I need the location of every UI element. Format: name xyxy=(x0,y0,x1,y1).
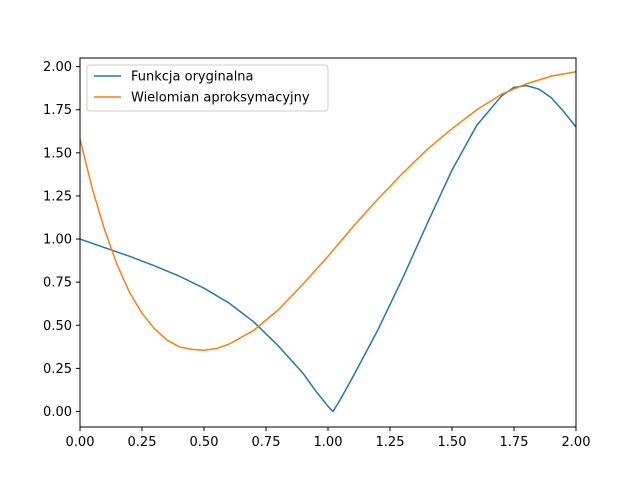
x-tick-label: 0.75 xyxy=(252,435,281,450)
x-tick-label: 1.50 xyxy=(438,435,467,450)
x-axis: 0.00 0.25 0.50 0.75 1.00 1.25 1.50 1.75 2.00 xyxy=(66,427,591,450)
legend-label-1: Funkcja oryginalna xyxy=(131,70,254,85)
y-tick-label: 0.75 xyxy=(43,276,72,291)
y-tick-label: 1.75 xyxy=(43,103,72,118)
plot-background xyxy=(80,58,576,427)
plot-area xyxy=(79,57,577,428)
y-tick-label: 0.00 xyxy=(43,405,72,420)
y-tick-label: 2.00 xyxy=(43,60,72,75)
x-tick-label: 0.50 xyxy=(190,435,219,450)
x-tick-label: 1.25 xyxy=(376,435,405,450)
y-tick-label: 1.00 xyxy=(43,233,72,248)
y-tick-label: 1.25 xyxy=(43,189,72,204)
x-tick-label: 0.00 xyxy=(66,435,95,450)
x-tick-label: 1.00 xyxy=(314,435,343,450)
legend-label-2: Wielomian aproksymacyjny xyxy=(131,91,310,106)
legend-box xyxy=(86,64,329,112)
series-line-2 xyxy=(79,71,577,352)
legend: Funkcja oryginalna Wielomian aproksymacyj… xyxy=(86,64,329,112)
y-tick-label: 0.50 xyxy=(43,319,72,334)
y-tick-label: 0.25 xyxy=(43,362,72,377)
series-layer xyxy=(79,71,577,413)
y-axis: 0.00 0.25 0.50 0.75 1.00 1.25 1.50 1.75 2.00 xyxy=(43,60,80,420)
x-tick-label: 1.75 xyxy=(500,435,529,450)
y-tick-label: 1.50 xyxy=(43,146,72,161)
x-tick-label: 0.25 xyxy=(128,435,157,450)
x-tick-label: 2.00 xyxy=(562,435,591,450)
